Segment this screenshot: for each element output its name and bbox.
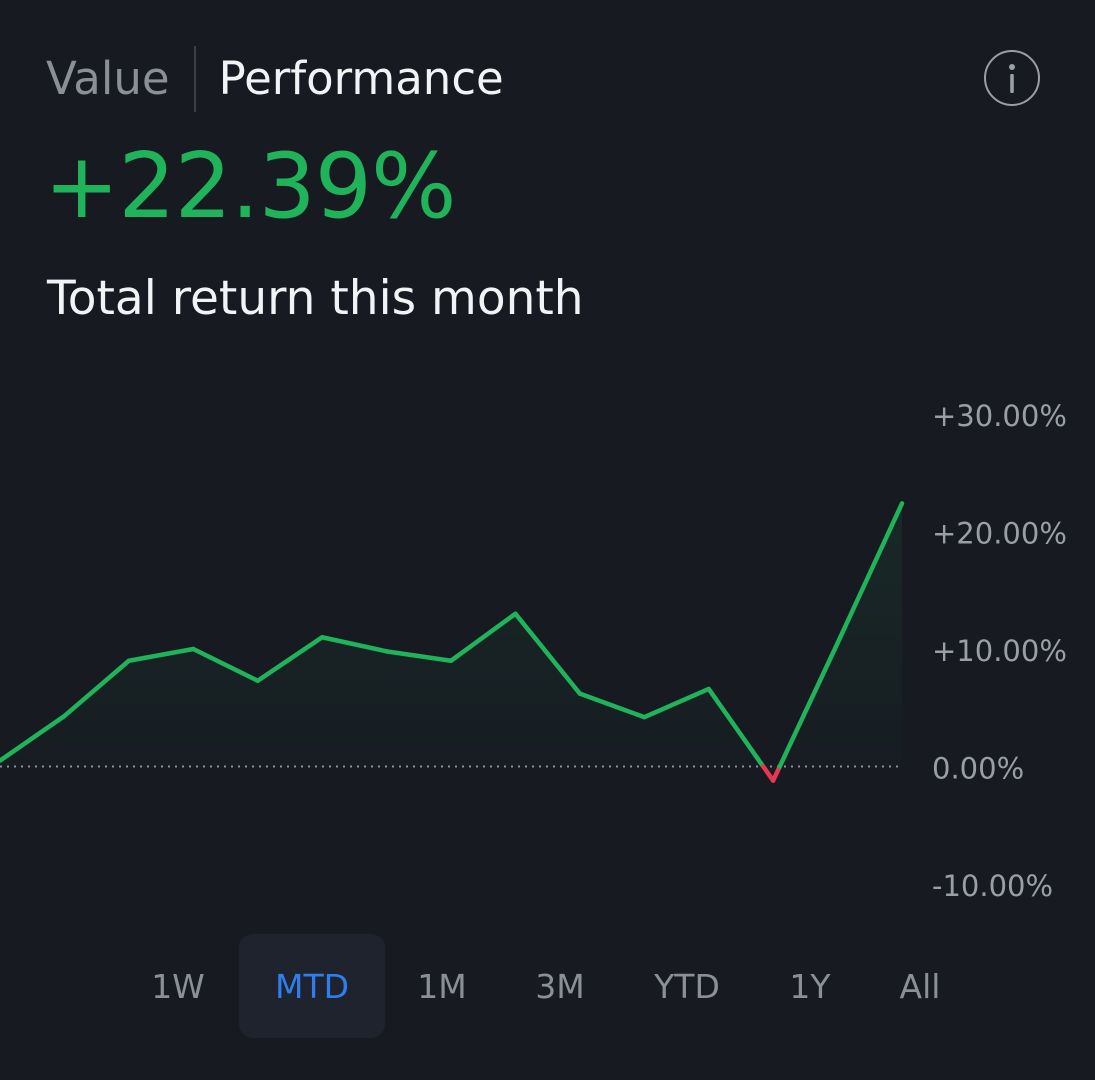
range-1y[interactable]: 1Y: [789, 966, 831, 1006]
info-icon: [1009, 64, 1015, 93]
series-segment: [62, 658, 132, 719]
series-segment: [760, 764, 776, 783]
range-1m[interactable]: 1M: [417, 966, 467, 1006]
series-segment: [319, 635, 389, 654]
series-segment: [126, 646, 196, 663]
series-segment: [513, 611, 583, 696]
tab-performance[interactable]: Performance: [218, 52, 504, 105]
time-range-selector: 1W MTD 1M 3M YTD 1Y All: [140, 934, 970, 1038]
info-button[interactable]: [984, 50, 1040, 106]
series-segment: [255, 635, 325, 683]
y-tick-label: +10.00%: [932, 634, 1067, 668]
range-3m[interactable]: 3M: [535, 966, 585, 1006]
series-segment: [777, 640, 840, 769]
series-segment: [191, 646, 260, 683]
total-return-caption: Total return this month: [47, 271, 584, 326]
total-return-value: +22.39%: [44, 134, 457, 239]
range-ytd[interactable]: YTD: [654, 966, 720, 1006]
view-toggle: Value Performance: [46, 44, 504, 114]
series-segment: [642, 686, 711, 720]
tab-value[interactable]: Value: [46, 52, 170, 105]
range-mtd[interactable]: MTD: [239, 934, 385, 1038]
y-tick-label: -10.00%: [932, 869, 1053, 903]
series-segment: [448, 611, 518, 663]
y-tick-label: 0.00%: [932, 752, 1024, 786]
y-tick-label: +30.00%: [932, 399, 1067, 433]
range-1w[interactable]: 1W: [151, 966, 205, 1006]
series-segment: [577, 691, 647, 720]
series-segment: [0, 713, 67, 763]
series-segment: [706, 686, 766, 769]
series-segment: [770, 764, 783, 783]
series-segment: [384, 649, 454, 663]
y-tick-label: +20.00%: [932, 517, 1067, 551]
range-all[interactable]: All: [899, 966, 941, 1006]
tab-divider: [193, 46, 196, 112]
area-fill: [0, 503, 902, 781]
series-segment: [835, 501, 905, 646]
performance-chart: +30.00% +20.00% +10.00% 0.00% -10.00%: [0, 399, 1067, 903]
